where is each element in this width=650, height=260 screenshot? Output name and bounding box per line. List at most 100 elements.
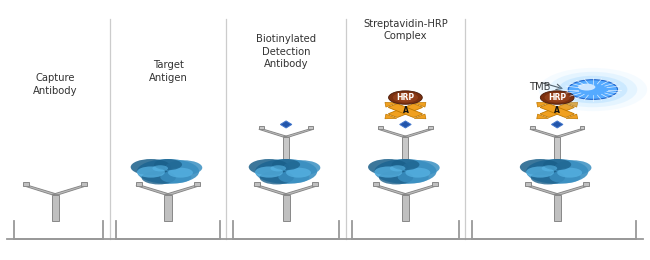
Polygon shape [566,114,578,119]
Polygon shape [259,129,289,137]
Bar [254,182,260,186]
Circle shape [549,72,637,107]
Circle shape [255,166,283,178]
Polygon shape [254,186,290,195]
Circle shape [379,171,413,184]
Polygon shape [402,129,433,137]
Circle shape [558,76,627,103]
Bar [530,126,535,129]
Bar [554,137,560,159]
Text: HRP: HRP [548,93,566,102]
Circle shape [389,91,422,104]
Text: Biotinylated
Detection
Antibody: Biotinylated Detection Antibody [256,34,316,69]
Bar [283,195,290,220]
Bar [428,126,433,129]
Circle shape [393,93,418,103]
FancyBboxPatch shape [389,104,422,117]
Polygon shape [537,102,549,107]
Bar [194,182,200,186]
FancyBboxPatch shape [540,104,574,117]
Circle shape [278,171,309,183]
Circle shape [557,168,582,178]
Bar [308,126,313,129]
Polygon shape [414,102,426,107]
Polygon shape [378,129,408,137]
Circle shape [259,171,294,184]
FancyBboxPatch shape [540,104,574,117]
Circle shape [549,171,580,183]
Bar [378,126,383,129]
Text: TMB: TMB [529,82,551,92]
Text: Streptavidin-HRP
Complex: Streptavidin-HRP Complex [363,19,448,41]
Circle shape [374,166,402,178]
Circle shape [578,84,595,90]
Bar [259,126,264,129]
Polygon shape [554,129,584,137]
Bar [164,195,172,220]
Circle shape [137,159,199,184]
Bar [51,195,58,220]
Polygon shape [385,114,396,119]
Circle shape [137,166,165,178]
Circle shape [390,165,406,171]
Bar [402,137,408,159]
Polygon shape [280,121,292,128]
Circle shape [554,160,592,175]
Bar [373,182,379,186]
Bar [283,137,289,159]
Bar [525,182,531,186]
Circle shape [540,91,574,104]
Text: A: A [554,106,560,115]
Polygon shape [283,186,318,195]
Circle shape [402,160,439,175]
Bar [584,182,590,186]
Text: Capture
Antibody: Capture Antibody [33,73,77,95]
Circle shape [568,80,618,99]
Polygon shape [400,121,411,128]
Circle shape [531,171,565,184]
Text: A: A [402,106,408,115]
Polygon shape [402,186,437,195]
Bar [23,182,29,186]
Circle shape [550,95,565,101]
FancyBboxPatch shape [389,104,422,117]
Bar [313,182,318,186]
Circle shape [154,159,182,170]
Polygon shape [385,102,396,107]
Circle shape [283,160,320,175]
Circle shape [272,159,300,170]
Circle shape [368,159,409,175]
Polygon shape [23,186,58,195]
Circle shape [526,159,588,184]
Circle shape [539,68,647,111]
Circle shape [541,165,557,171]
Polygon shape [414,114,426,119]
Circle shape [142,171,176,184]
Circle shape [543,159,571,170]
Polygon shape [537,114,549,119]
Bar [136,182,142,186]
Polygon shape [554,186,590,195]
Bar [432,182,437,186]
Circle shape [526,166,554,178]
Polygon shape [551,121,563,128]
Polygon shape [566,102,578,107]
Bar [580,126,584,129]
Circle shape [165,160,202,175]
Text: HRP: HRP [396,93,415,102]
Circle shape [153,165,168,171]
Polygon shape [164,186,200,195]
Circle shape [168,168,193,178]
Circle shape [545,93,570,103]
Polygon shape [525,186,561,195]
Polygon shape [51,186,87,195]
Polygon shape [530,129,560,137]
Bar [81,182,87,186]
Circle shape [270,165,286,171]
Circle shape [398,171,429,183]
Text: Target
Antigen: Target Antigen [149,60,187,83]
Circle shape [374,159,437,184]
Bar [554,195,561,220]
Circle shape [398,95,413,101]
Circle shape [391,159,419,170]
